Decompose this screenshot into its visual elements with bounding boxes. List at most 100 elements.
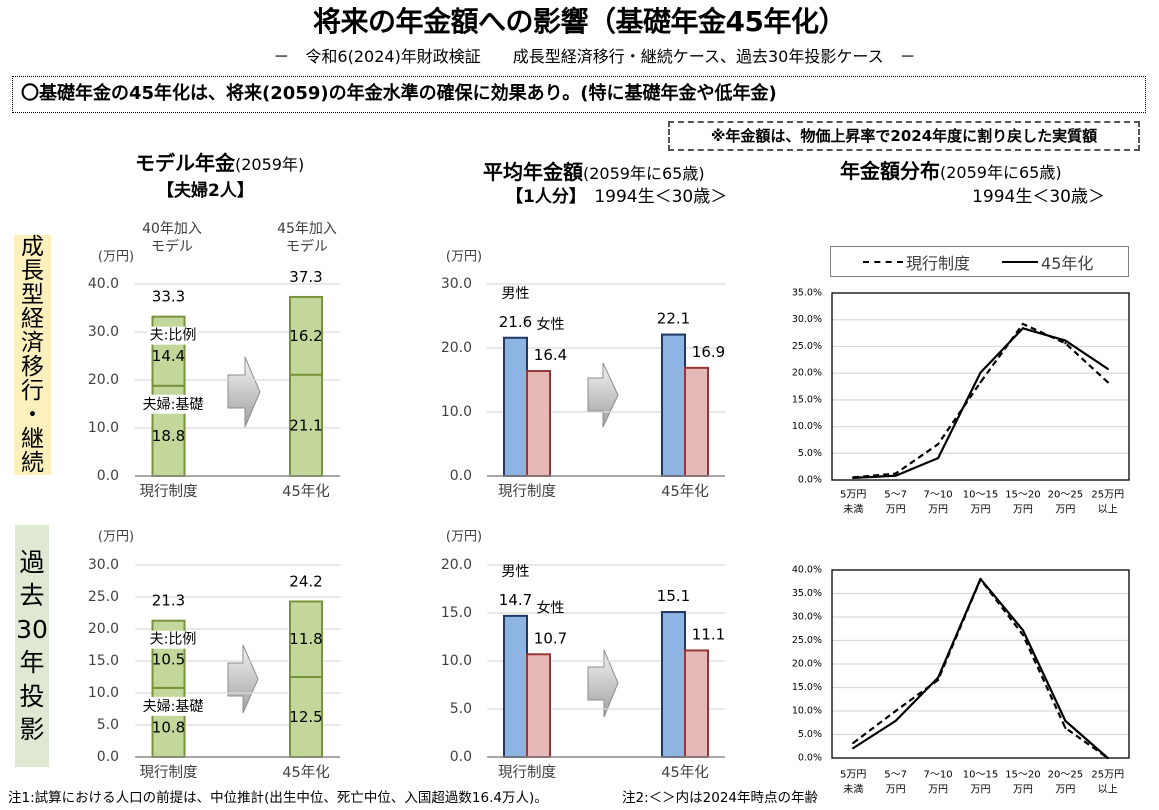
- y-tick-label: 10.0: [441, 653, 472, 669]
- bar-male: [661, 611, 686, 758]
- data-point: [936, 676, 940, 679]
- y-tick-label: 10.0: [88, 420, 119, 436]
- x-category-label: 万円: [928, 785, 948, 796]
- y-tick-label: 35.0%: [792, 588, 822, 599]
- legend-solid-line-icon: [1002, 260, 1039, 263]
- x-category-label: 現行制度: [140, 483, 198, 500]
- y-tick-label: 15.0: [88, 653, 119, 669]
- y-tick-label: 0.0: [97, 468, 119, 484]
- series-name-label: 夫婦:基礎: [143, 698, 204, 715]
- y-tick-label: 20.0: [88, 621, 119, 637]
- distribution-chart-legend: 現行制度 45年化: [830, 246, 1129, 277]
- y-tick-label: 40.0: [88, 276, 119, 292]
- data-point: [1106, 367, 1109, 370]
- x-category-label: 15～20: [1005, 490, 1040, 501]
- section-title-paren: (2059年に65歳): [940, 163, 1062, 182]
- arrow-right-icon: [227, 356, 261, 428]
- bar-value-label: 12.5: [289, 708, 322, 726]
- x-category-label: 45年化: [661, 483, 708, 500]
- scenario-label-glyph: 年: [19, 648, 45, 677]
- data-point: [1021, 629, 1025, 632]
- x-category-label: 25万円: [1091, 490, 1124, 501]
- series-name-label: 男性: [502, 286, 530, 302]
- y-tick-label: 15.0%: [792, 682, 822, 693]
- x-category-label: 10～15: [963, 770, 998, 781]
- summary-box: 〇基礎年金の45年化は、将来(2059)の年金水準の確保に効果あり。(特に基礎年…: [12, 76, 1146, 113]
- data-point: [852, 476, 855, 479]
- y-tick-label: 0.0%: [798, 475, 822, 486]
- arrow-right-icon: [227, 644, 259, 714]
- x-category-label: 20～25: [1048, 770, 1083, 781]
- scenario-label-glyph: ・: [21, 402, 44, 428]
- series-name-label: 女性: [537, 316, 565, 333]
- x-category-label: 現行制度: [140, 764, 198, 781]
- bar-value-label: 10.5: [152, 650, 185, 668]
- y-tick-label: 25.0: [88, 589, 119, 605]
- data-point: [936, 443, 940, 446]
- bar-male: [503, 614, 528, 758]
- y-tick-label: 10.0%: [792, 421, 822, 432]
- unit-label: (万円): [98, 530, 134, 545]
- y-tick-label: 10.0: [441, 404, 472, 420]
- bar-total-label: 33.3: [152, 288, 185, 306]
- section-header-distribution: 年金額分布(2059年に65歳): [840, 159, 1062, 185]
- data-point: [1106, 756, 1109, 760]
- legend-label-45-years: 45年化: [1041, 253, 1094, 273]
- x-category-label: 万円: [1055, 785, 1075, 796]
- bar-value-label: 11.1: [692, 625, 725, 643]
- y-tick-label: 15.0%: [792, 394, 822, 405]
- x-category-label: 以上: [1098, 784, 1118, 796]
- scenario-label-glyph: 去: [19, 581, 45, 610]
- bar-value-label: 22.1: [657, 310, 690, 328]
- chart-average-pension-past30: (万円) 0.0 5.0 10.0 15.0 20.0 14.7 男性 10.7 女性 15.1 11…: [441, 530, 725, 782]
- section-title: 平均年金額: [483, 160, 583, 184]
- series-name-label: 男性: [502, 564, 530, 580]
- scenario-label-glyph: 経: [21, 306, 44, 332]
- y-tick-label: 0.0: [450, 468, 472, 484]
- chart-model-pension-growth: (万円)0.010.020.030.040.040年加入モデル45年加入モデル3…: [88, 221, 340, 500]
- data-point: [1021, 633, 1025, 636]
- scenario-label-glyph: 型: [21, 282, 44, 308]
- section-subtitle-birth-cohort: 1994生＜30歳＞: [577, 187, 728, 207]
- category-header: モデル: [151, 238, 193, 255]
- x-category-label: 未満: [843, 784, 863, 796]
- bar-total-label: 24.2: [289, 572, 322, 590]
- x-category-label: 25万円: [1091, 770, 1124, 781]
- section-header-average-pension: 平均年金額(2059年に65歳): [483, 160, 705, 186]
- data-point: [1064, 719, 1067, 722]
- x-category-label: 現行制度: [498, 483, 556, 500]
- bar-value-label: 11.8: [289, 630, 322, 648]
- data-point: [894, 472, 897, 475]
- legend-dashed-line-icon: [863, 260, 903, 263]
- line-series-45-years: [853, 327, 1109, 479]
- x-category-label: 15～20: [1005, 770, 1040, 781]
- y-tick-label: 0.0%: [798, 753, 822, 764]
- series-name-label: 夫:比例: [150, 632, 197, 648]
- data-point: [936, 456, 940, 460]
- chart-model-pension-past30: (万円) 0.0 5.0 10.0 15.0 20.0 25.0 30.0 21.3 24.2 夫婦…: [88, 530, 340, 781]
- scenario-label-glyph: 過: [19, 547, 45, 577]
- unit-label: (万円): [98, 250, 134, 265]
- x-category-label: 5万円: [840, 770, 866, 781]
- line-series-current-system: [852, 578, 1109, 759]
- section-title-paren: (2059年): [235, 155, 305, 174]
- bar-value-label: 16.4: [534, 346, 567, 364]
- bar-value-label: 16.9: [692, 343, 725, 361]
- bar-total-label: 37.3: [289, 268, 322, 286]
- data-point: [979, 578, 982, 581]
- y-tick-label: 5.0%: [798, 448, 822, 459]
- y-tick-label: 30.0: [88, 557, 119, 573]
- arrow-right-icon: [587, 362, 619, 428]
- chart-distribution-growth: 0.0% 5.0% 10.0% 15.0% 20.0% 25.0% 30.0% 35.0% 5万…: [792, 288, 1130, 516]
- chart-distribution-past30: 0.0% 5.0% 10.0% 15.0% 20.0% 25.0% 30.0% 35.0% 40…: [792, 565, 1130, 796]
- y-tick-label: 30.0%: [792, 314, 822, 325]
- data-point: [936, 678, 940, 682]
- x-category-label: 万円: [971, 785, 991, 796]
- data-point: [852, 741, 855, 745]
- x-category-label: 万円: [928, 505, 948, 516]
- y-tick-label: 5.0%: [798, 729, 822, 740]
- y-tick-label: 20.0%: [792, 368, 822, 379]
- data-point: [852, 747, 855, 750]
- section-title: 年金額分布: [840, 159, 940, 183]
